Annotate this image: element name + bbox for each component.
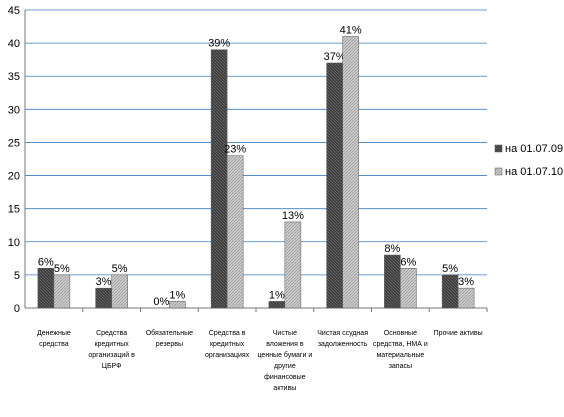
category-label: Средства в xyxy=(209,330,246,337)
bars: 6%5%3%5%0%1%39%23%1%13%37%41%8%6%5%3% xyxy=(37,24,475,309)
category-label: финансовые xyxy=(264,374,306,381)
category-label: кредитных xyxy=(94,341,129,348)
y-tick-label: 10 xyxy=(8,237,20,249)
y-tick-label: 30 xyxy=(8,104,20,116)
bar xyxy=(284,221,302,309)
data-label: 13% xyxy=(282,210,304,222)
data-label: 1% xyxy=(169,289,185,301)
category-label: Обязательные xyxy=(146,329,193,337)
category-label: Денежные xyxy=(37,330,71,337)
category-label: Основные xyxy=(384,330,417,337)
category-label: резервы xyxy=(156,341,183,348)
data-label: 23% xyxy=(224,144,246,156)
y-tick-label: 25 xyxy=(8,137,20,149)
data-label: 5% xyxy=(112,263,128,275)
category-label: материальные xyxy=(376,352,424,359)
bar xyxy=(53,274,71,309)
bar xyxy=(37,268,55,309)
y-tick-label: 5 xyxy=(14,270,20,282)
legend-label: на 01.07.09 xyxy=(505,143,563,155)
legend-swatch xyxy=(494,144,503,153)
category-label: ЦБРФ xyxy=(102,363,122,370)
y-tick-label: 15 xyxy=(8,204,20,216)
legend-swatch xyxy=(494,167,503,176)
bar xyxy=(384,254,401,309)
data-label: 6% xyxy=(400,256,416,268)
y-tick-label: 0 xyxy=(14,303,20,315)
category-label: ценные бумаги и xyxy=(258,351,313,359)
data-label: 41% xyxy=(340,24,362,36)
category-label: Чистые xyxy=(273,330,297,337)
bar xyxy=(400,268,417,309)
y-tick-label: 45 xyxy=(8,5,20,17)
category-label: активы xyxy=(273,385,296,392)
bar xyxy=(169,301,186,309)
category-label: Чистая ссудная xyxy=(317,330,368,337)
category-label: Средства xyxy=(96,330,127,337)
category-label: организациях xyxy=(205,352,250,359)
category-label: другие xyxy=(274,363,296,370)
y-tick-label: 40 xyxy=(8,38,20,50)
x-axis: Денежные средства Средства кредитных организ… xyxy=(37,308,488,392)
category-label: средства, НМА и xyxy=(373,341,428,348)
data-label: 5% xyxy=(54,263,70,275)
category-label: Прочие активы xyxy=(434,330,483,337)
data-label: 37% xyxy=(324,51,346,63)
category-label: организаций в xyxy=(88,351,135,359)
bar xyxy=(326,62,343,309)
data-label: 0% xyxy=(153,296,169,308)
bar xyxy=(111,274,128,309)
bar xyxy=(226,155,244,309)
category-label: средства xyxy=(39,341,69,348)
category-label: запасы xyxy=(389,363,412,370)
bar xyxy=(457,287,475,309)
gridlines xyxy=(25,9,487,276)
bar xyxy=(441,274,459,309)
bar xyxy=(268,301,286,309)
data-label: 1% xyxy=(269,289,285,301)
data-label: 5% xyxy=(442,263,458,275)
y-tick-label: 20 xyxy=(8,171,20,183)
data-label: 6% xyxy=(38,256,54,268)
category-label: кредитных xyxy=(210,341,245,348)
data-label: 3% xyxy=(458,276,474,288)
data-label: 8% xyxy=(384,243,400,255)
y-tick-label: 35 xyxy=(8,71,20,83)
bar xyxy=(95,287,112,309)
data-label: 39% xyxy=(208,38,230,50)
bar xyxy=(342,36,359,309)
bar xyxy=(210,49,228,309)
category-label: задолженность xyxy=(318,341,368,348)
legend-label: на 01.07.10 xyxy=(505,166,563,178)
data-label: 3% xyxy=(96,276,112,288)
legend: на 01.07.09 на 01.07.10 xyxy=(494,143,563,178)
category-label: вложения в xyxy=(266,341,304,348)
